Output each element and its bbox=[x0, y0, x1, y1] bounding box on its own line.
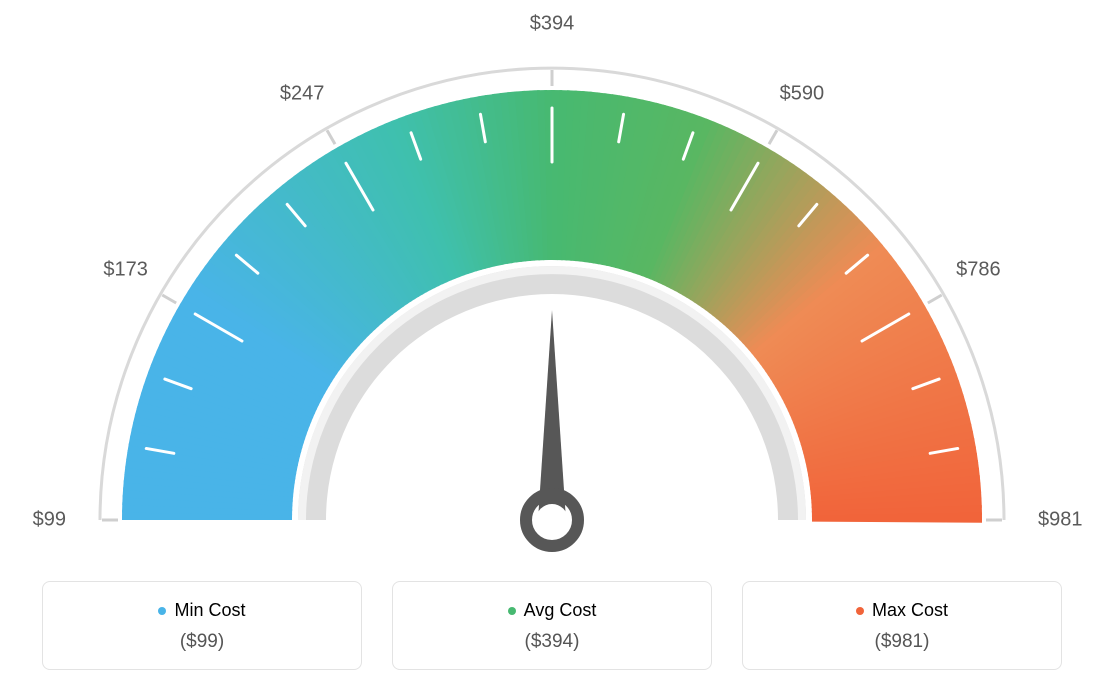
legend-card-min: Min Cost ($99) bbox=[42, 581, 362, 670]
gauge-tick-label: $590 bbox=[780, 82, 825, 105]
legend-value-avg: ($394) bbox=[403, 631, 701, 653]
legend-title-avg: Avg Cost bbox=[508, 600, 597, 621]
gauge-container: $99 $173 $247 $394 $590 $786 $981 bbox=[0, 0, 1104, 560]
gauge-tick-label: $99 bbox=[33, 509, 66, 532]
legend-title-max: Max Cost bbox=[856, 600, 948, 621]
gauge-tick-label: $394 bbox=[530, 13, 575, 36]
legend-value-max: ($981) bbox=[753, 631, 1051, 653]
legend-label-min: Min Cost bbox=[174, 600, 245, 621]
gauge-tick-label: $247 bbox=[280, 82, 325, 105]
legend-dot-max bbox=[856, 607, 864, 615]
legend-row: Min Cost ($99) Avg Cost ($394) Max Cost … bbox=[0, 581, 1104, 670]
legend-card-max: Max Cost ($981) bbox=[742, 581, 1062, 670]
legend-label-max: Max Cost bbox=[872, 600, 948, 621]
legend-card-avg: Avg Cost ($394) bbox=[392, 581, 712, 670]
legend-title-min: Min Cost bbox=[158, 600, 245, 621]
gauge-tick-label: $173 bbox=[103, 258, 148, 281]
gauge-chart bbox=[0, 20, 1104, 580]
legend-label-avg: Avg Cost bbox=[524, 600, 597, 621]
legend-value-min: ($99) bbox=[53, 631, 351, 653]
gauge-tick-label: $786 bbox=[956, 258, 1001, 281]
gauge-tick-label: $981 bbox=[1038, 509, 1083, 532]
legend-dot-avg bbox=[508, 607, 516, 615]
legend-dot-min bbox=[158, 607, 166, 615]
